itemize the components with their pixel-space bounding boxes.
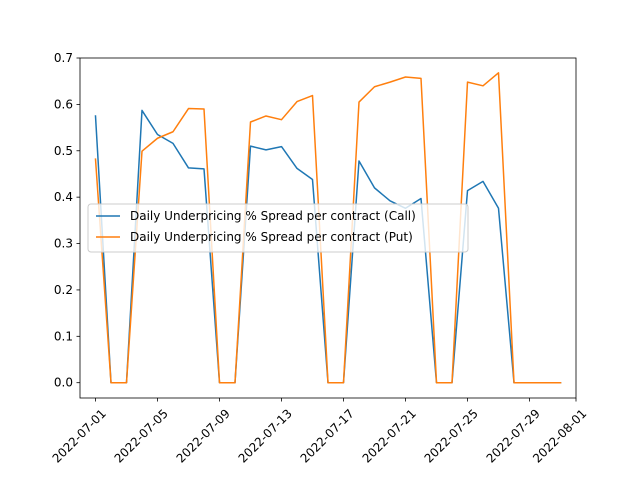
legend: Daily Underpricing % Spread per contract… bbox=[87, 203, 469, 253]
x-tick-label: 2022-07-25 bbox=[422, 406, 481, 465]
y-tick-label: 0.1 bbox=[54, 329, 73, 343]
x-axis: 2022-07-01 2022-07-05 2022-07-09 2022-07-13… bbox=[50, 398, 589, 466]
legend-box bbox=[87, 203, 469, 253]
y-tick-label: 0.5 bbox=[54, 144, 73, 158]
x-tick-label: 2022-07-21 bbox=[360, 406, 419, 465]
legend-label: Daily Underpricing % Spread per contract… bbox=[130, 230, 413, 244]
series-lines bbox=[94, 72, 562, 384]
y-tick-label: 0.4 bbox=[54, 190, 73, 204]
x-tick-label: 2022-07-13 bbox=[236, 406, 295, 465]
legend-label: Daily Underpricing % Spread per contract… bbox=[130, 209, 416, 223]
y-tick-label: 0.6 bbox=[54, 97, 73, 111]
x-tick-label: 2022-07-17 bbox=[298, 406, 357, 465]
y-tick-label: 0.0 bbox=[54, 376, 73, 390]
x-tick-label: 2022-07-09 bbox=[174, 406, 233, 465]
x-tick-label: 2022-07-01 bbox=[50, 406, 109, 465]
x-tick-label: 2022-07-05 bbox=[112, 406, 171, 465]
y-tick-label: 0.2 bbox=[54, 283, 73, 297]
y-tick-label: 0.7 bbox=[54, 51, 73, 65]
series-line-put bbox=[94, 72, 562, 384]
plot-area-frame bbox=[79, 57, 577, 399]
y-tick-label: 0.3 bbox=[54, 237, 73, 251]
y-axis: 0.0 0.1 0.2 0.3 0.4 0.5 0.6 0.7 bbox=[54, 51, 80, 390]
